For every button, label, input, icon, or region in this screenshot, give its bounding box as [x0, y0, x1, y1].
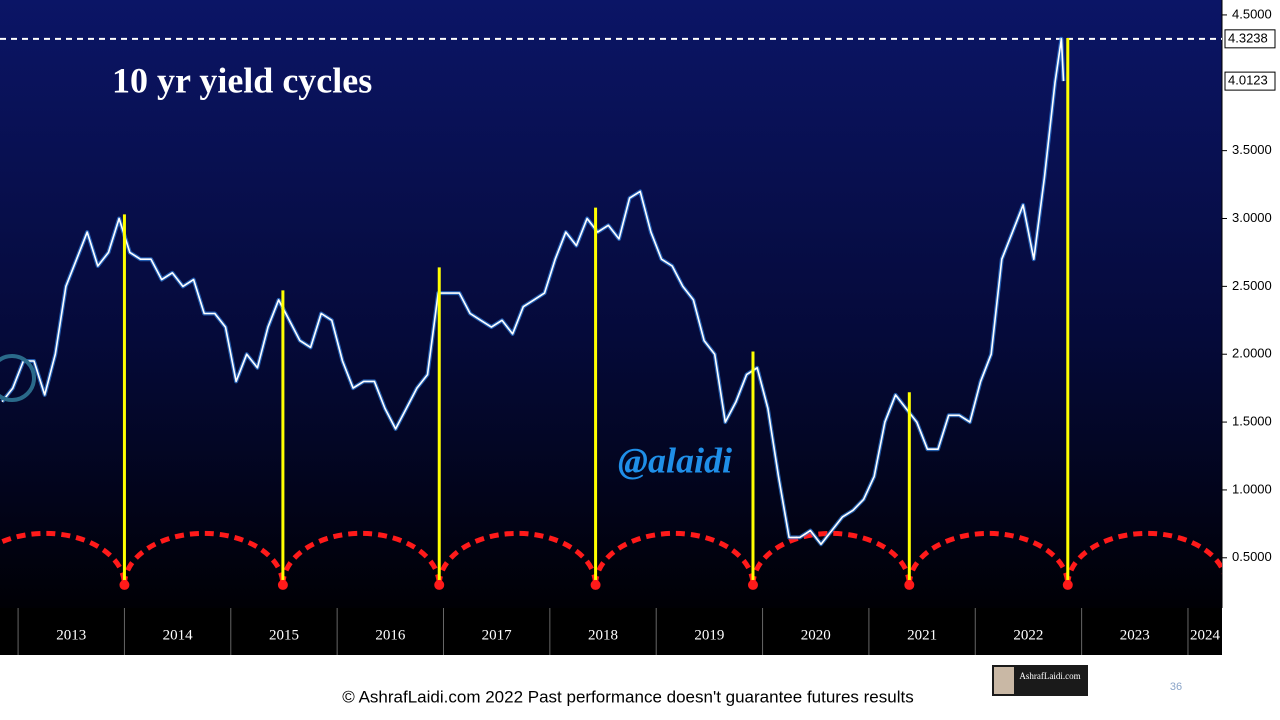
logo-photo: [994, 667, 1014, 694]
y-tick-label: 3.0000: [1232, 210, 1272, 225]
cycle-low: [747, 579, 758, 590]
cycle-arc: [750, 530, 912, 585]
plot-area: [0, 36, 1222, 590]
axes: 0.5000 1.0000 1.5000 2.0000 2.5000 3.0000 3.50…: [17, 6, 1276, 655]
highlight-ring: [0, 354, 36, 402]
x-tick-label: 2022: [1013, 627, 1043, 643]
y-tick-label: 3.5000: [1232, 142, 1272, 157]
high-level-box: [1224, 29, 1276, 49]
y-tick-label: 1.5000: [1232, 414, 1272, 429]
y-tick-label: 0.5000: [1232, 549, 1272, 564]
y-axis-band: [1222, 0, 1280, 608]
cycle-arc: [280, 530, 442, 585]
y-tick-label: 4.5000: [1232, 6, 1272, 21]
cycle-low: [1062, 579, 1073, 590]
x-tick-label: 2020: [801, 627, 831, 643]
x-tick-label: 2017: [482, 627, 513, 643]
x-tick-label: 2023: [1120, 627, 1150, 643]
x-tick-label: 2016: [375, 627, 406, 643]
cycle-arc: [436, 530, 599, 585]
x-tick-label: 2019: [694, 627, 724, 643]
x-tick-label: 2018: [588, 627, 618, 643]
logo-text: AshrafLaidi.com: [1019, 671, 1080, 681]
cycle-arc: [593, 530, 756, 585]
y-tick-label: 1.0000: [1232, 481, 1272, 496]
cycle-low: [590, 579, 601, 590]
page-number: 36: [1170, 681, 1182, 693]
last-price-label: 4.0123: [1228, 73, 1268, 88]
footer: © AshrafLaidi.com 2022 Past performance …: [342, 687, 913, 706]
high-level-label: 4.3238: [1228, 30, 1268, 45]
plot-background: [0, 0, 1222, 608]
y-tick-label: 2.5000: [1232, 278, 1272, 293]
cycle-arc: [1065, 531, 1222, 585]
yield-line: [1, 38, 1065, 545]
cycle-low: [277, 579, 288, 590]
cycle-arc: [906, 530, 1071, 585]
annotation: @alaidi: [618, 440, 732, 480]
cycle-low: [119, 579, 130, 590]
x-tick-label: 2024: [1190, 627, 1221, 643]
y-tick-label: 2.0000: [1232, 346, 1272, 361]
last-price-box: [1224, 71, 1276, 91]
cycle-low: [434, 579, 445, 590]
cycle-low: [904, 579, 915, 590]
x-tick-label: 2015: [269, 627, 299, 643]
x-tick-label: 2013: [56, 627, 86, 643]
cycle-arc: [0, 530, 127, 585]
cycle-arc: [121, 530, 286, 585]
x-tick-label: 2014: [163, 627, 194, 643]
x-tick-label: 2021: [907, 627, 937, 643]
x-axis-band: [0, 608, 1222, 655]
chart-title: 10 yr yield cycles: [112, 60, 372, 100]
